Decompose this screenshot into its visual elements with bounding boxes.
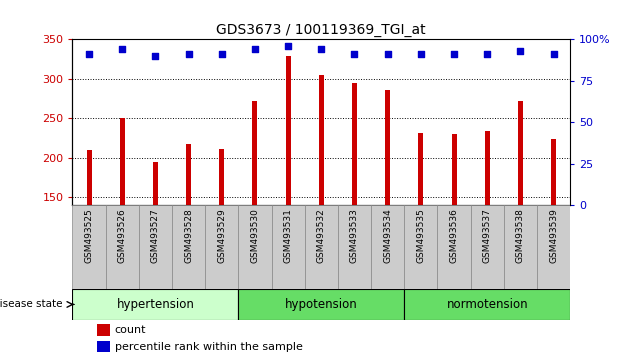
Bar — [86, 150, 91, 316]
Text: GSM493533: GSM493533 — [350, 208, 359, 263]
Point — [382, 51, 392, 57]
Bar — [305, 205, 338, 289]
Bar — [253, 101, 258, 316]
Text: GSM493534: GSM493534 — [383, 208, 392, 263]
Point — [250, 46, 260, 52]
Bar — [385, 90, 390, 316]
Text: hypotension: hypotension — [285, 298, 358, 311]
Point — [549, 51, 559, 57]
Point — [449, 51, 459, 57]
Bar — [98, 324, 110, 336]
Bar — [98, 341, 110, 352]
Text: GSM493526: GSM493526 — [118, 208, 127, 263]
Bar — [205, 205, 238, 289]
Title: GDS3673 / 100119369_TGI_at: GDS3673 / 100119369_TGI_at — [217, 23, 426, 36]
Text: GSM493539: GSM493539 — [549, 208, 558, 263]
Point — [416, 51, 426, 57]
Bar — [172, 205, 205, 289]
Bar — [504, 205, 537, 289]
Point — [482, 51, 492, 57]
Bar — [186, 143, 191, 316]
Bar — [139, 205, 172, 289]
Bar — [418, 133, 423, 316]
Text: GSM493530: GSM493530 — [251, 208, 260, 263]
Bar — [238, 289, 404, 320]
Bar — [352, 82, 357, 316]
Bar — [238, 205, 272, 289]
Text: count: count — [115, 325, 146, 335]
Text: GSM493531: GSM493531 — [284, 208, 292, 263]
Text: disease state: disease state — [0, 299, 62, 309]
Text: GSM493525: GSM493525 — [84, 208, 93, 263]
Bar — [319, 75, 324, 316]
Point — [151, 53, 161, 58]
Point — [316, 46, 326, 52]
Bar — [437, 205, 471, 289]
Bar — [153, 162, 158, 316]
Text: GSM493532: GSM493532 — [317, 208, 326, 263]
Text: GSM493527: GSM493527 — [151, 208, 160, 263]
Bar — [484, 131, 490, 316]
Point — [84, 51, 94, 57]
Point — [217, 51, 227, 57]
Text: normotension: normotension — [447, 298, 528, 311]
Bar — [72, 289, 238, 320]
Bar — [518, 101, 523, 316]
Bar — [404, 205, 437, 289]
Point — [117, 46, 127, 52]
Text: percentile rank within the sample: percentile rank within the sample — [115, 342, 302, 352]
Bar — [72, 205, 106, 289]
Bar — [371, 205, 404, 289]
Text: GSM493538: GSM493538 — [516, 208, 525, 263]
Bar — [537, 205, 570, 289]
Bar — [551, 139, 556, 316]
Bar — [285, 56, 290, 316]
Text: GSM493537: GSM493537 — [483, 208, 491, 263]
Bar — [120, 118, 125, 316]
Point — [515, 48, 525, 53]
Text: GSM493529: GSM493529 — [217, 208, 226, 263]
Bar — [106, 205, 139, 289]
Text: hypertension: hypertension — [117, 298, 194, 311]
Point — [350, 51, 360, 57]
Bar — [219, 149, 224, 316]
Bar — [272, 205, 305, 289]
Bar — [404, 289, 570, 320]
Bar — [471, 205, 504, 289]
Text: GSM493535: GSM493535 — [416, 208, 425, 263]
Text: GSM493536: GSM493536 — [450, 208, 459, 263]
Point — [183, 51, 193, 57]
Text: GSM493528: GSM493528 — [184, 208, 193, 263]
Bar — [338, 205, 371, 289]
Point — [283, 43, 293, 48]
Bar — [452, 134, 457, 316]
